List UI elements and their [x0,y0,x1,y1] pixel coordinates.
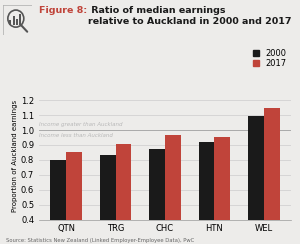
Bar [9,20,11,25]
Text: Ratio of median earnings
relative to Auckland in 2000 and 2017: Ratio of median earnings relative to Auc… [88,6,292,26]
Bar [165,135,181,244]
Bar [50,160,66,244]
Text: Source: Statistics New Zealand (Linked Employer-Employee Data), PwC: Source: Statistics New Zealand (Linked E… [6,238,194,243]
Bar [214,137,230,244]
Bar [16,19,18,25]
Legend: 2000, 2017: 2000, 2017 [253,49,287,68]
Bar [100,155,116,244]
Bar [116,144,131,244]
Text: Income greater than Auckland: Income greater than Auckland [39,122,122,127]
Y-axis label: Proportion of Auckland earnings: Proportion of Auckland earnings [12,100,18,212]
Bar [248,116,264,244]
Text: Income less than Auckland: Income less than Auckland [39,133,113,138]
Bar [13,16,14,25]
Bar [264,108,280,244]
Bar [20,14,21,25]
Bar [66,152,82,244]
Bar [149,149,165,244]
Bar [199,142,214,244]
Text: Figure 8:: Figure 8: [39,6,87,15]
